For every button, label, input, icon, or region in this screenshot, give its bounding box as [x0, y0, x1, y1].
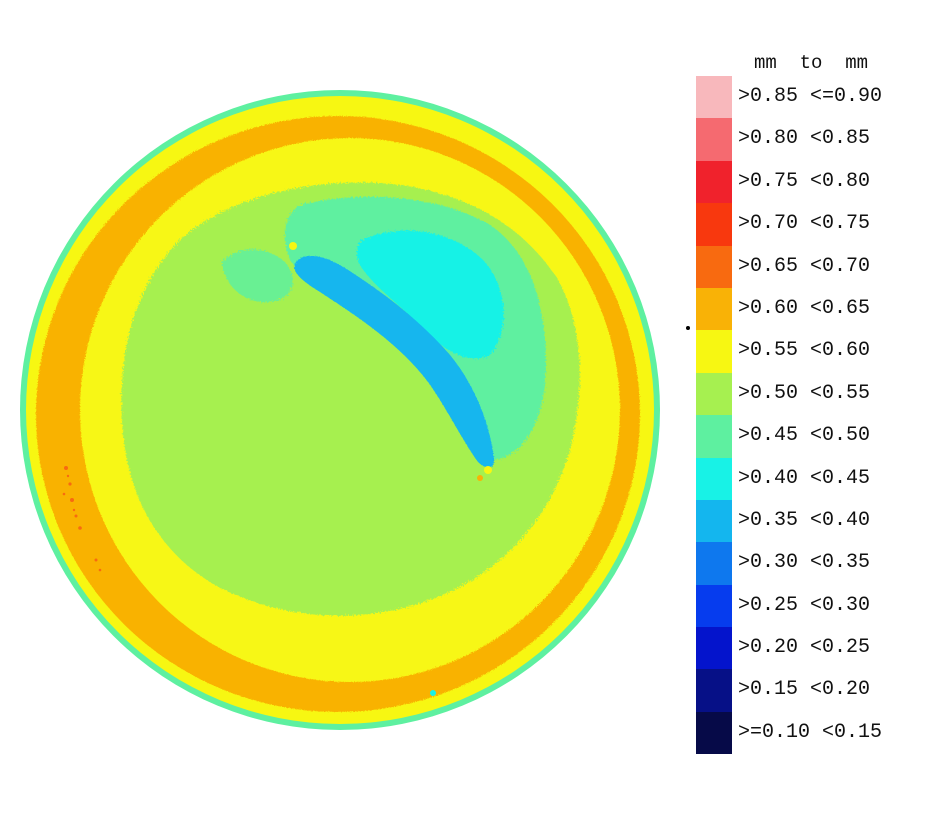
legend-row: >0.25 <0.30	[696, 584, 926, 628]
legend-row: >0.60 <0.65	[696, 287, 926, 331]
legend-swatch	[696, 160, 732, 204]
streak-fleck	[484, 466, 492, 474]
legend-row: >0.30 <0.35	[696, 542, 926, 585]
legend-label: >0.50 <0.55	[738, 381, 871, 405]
legend-row: >0.40 <0.45	[696, 457, 926, 500]
legend-label: >0.70 <0.75	[738, 212, 871, 236]
legend-row: >0.65 <0.70	[696, 245, 926, 288]
legend-swatch	[696, 627, 732, 670]
legend-swatch	[696, 245, 732, 288]
legend-label: >0.20 <0.25	[738, 636, 871, 660]
legend-row: >0.55 <0.60	[696, 330, 926, 373]
legend-swatch	[696, 287, 732, 331]
legend-row: >0.35 <0.40	[696, 499, 926, 543]
legend-label: >0.45 <0.50	[738, 424, 871, 448]
legend-label: >=0.10 <0.15	[738, 720, 883, 744]
legend-label: >0.60 <0.65	[738, 296, 871, 320]
legend-row: >0.20 <0.25	[696, 627, 926, 670]
legend-label: >0.55 <0.60	[738, 339, 871, 363]
legend-swatch	[696, 457, 732, 500]
legend-swatch	[696, 372, 732, 416]
legend-label: >0.75 <0.80	[738, 169, 871, 193]
legend-row: >0.15 <0.20	[696, 669, 926, 712]
legend-row: >0.45 <0.50	[696, 415, 926, 458]
legend-row: >=0.10 <0.15	[696, 711, 926, 755]
thickness-map	[20, 90, 660, 730]
legend-label: >0.35 <0.40	[738, 508, 871, 532]
legend-label: >0.30 <0.35	[738, 551, 871, 575]
legend-header: mm to mm	[754, 52, 869, 74]
legend-label: >0.65 <0.70	[738, 254, 871, 278]
legend-label: >0.15 <0.20	[738, 678, 871, 702]
legend-swatch	[696, 118, 732, 161]
legend-swatch	[696, 584, 732, 628]
legend-swatch	[696, 330, 732, 373]
legend-swatch	[696, 76, 732, 119]
legend-rows: >0.85 <=0.90 >0.80 <0.85 >0.75 <0.80 >0.70 …	[696, 76, 926, 755]
legend: mm to mm >0.85 <=0.90 >0.80 <0.85 >0.75 <0…	[696, 48, 926, 768]
legend-swatch	[696, 711, 732, 755]
legend-label: >0.25 <0.30	[738, 593, 871, 617]
disc	[20, 90, 660, 730]
legend-row: >0.85 <=0.90	[696, 76, 926, 119]
legend-row: >0.50 <0.55	[696, 372, 926, 416]
legend-swatch	[696, 203, 732, 246]
stray-mark	[686, 326, 690, 330]
streak-fleck	[477, 475, 483, 481]
streak-fleck	[289, 242, 297, 250]
region-diagonal-streak	[294, 255, 495, 468]
legend-swatch	[696, 669, 732, 712]
region-upper-right-inner-patch	[356, 230, 504, 359]
region-left-patch	[222, 249, 293, 303]
legend-row: >0.80 <0.85	[696, 118, 926, 161]
legend-swatch	[696, 415, 732, 458]
left-speckles	[62, 466, 102, 572]
legend-label: >0.80 <0.85	[738, 127, 871, 151]
legend-swatch	[696, 542, 732, 585]
legend-label: >0.85 <=0.90	[738, 85, 883, 108]
legend-row: >0.70 <0.75	[696, 203, 926, 246]
bottom-fleck	[430, 690, 436, 696]
legend-row: >0.75 <0.80	[696, 160, 926, 204]
legend-label: >0.40 <0.45	[738, 466, 871, 490]
legend-swatch	[696, 499, 732, 543]
